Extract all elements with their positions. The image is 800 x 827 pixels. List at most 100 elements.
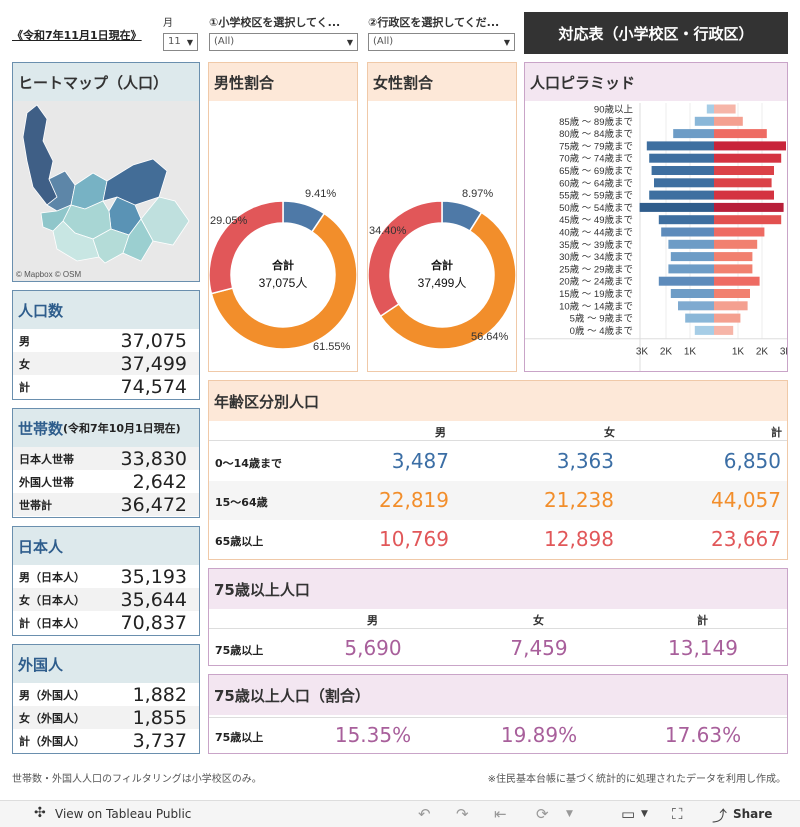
cell-value: 3,487 — [391, 449, 449, 473]
footer-note-left: 世帯数・外国人人口のフィルタリングは小学校区のみ。 — [12, 774, 262, 785]
cell-value: 3,363 — [556, 449, 614, 473]
pyramid-bar-male[interactable] — [685, 313, 714, 323]
pyramid-tick-label: 3K — [636, 347, 649, 358]
pyramid-bar-male[interactable] — [673, 129, 714, 139]
row-value: 36,472 — [120, 493, 187, 516]
donut-slice-2[interactable] — [210, 212, 358, 350]
pyramid-bar-male[interactable] — [706, 104, 714, 114]
row-value: 33,830 — [120, 447, 187, 470]
pyramid-category-label: 55歳 〜 59歳まで — [559, 190, 633, 202]
row-label: 女 — [19, 357, 30, 371]
population-panel: 人口数 男 37,075 女 37,499 計 74,574 — [12, 290, 200, 400]
pyramid-bar-male[interactable] — [654, 178, 714, 188]
pyramid-category-label: 5歳 〜 9歳まで — [570, 313, 633, 325]
chevron-down-icon[interactable]: ▼ — [566, 809, 573, 819]
pyramid-bar-male[interactable] — [651, 166, 714, 175]
school-select[interactable]: (All) ▼ — [209, 33, 358, 51]
pyramid-bar-female[interactable] — [714, 252, 753, 262]
pyramid-bar-male[interactable] — [649, 153, 714, 163]
pyramid-bar-female[interactable] — [714, 166, 774, 175]
row-value: 37,499 — [120, 352, 187, 375]
cell-value: 6,850 — [723, 449, 781, 473]
pyramid-bar-male[interactable] — [678, 301, 714, 311]
pyramid-bar-male[interactable] — [658, 215, 714, 225]
pyramid-bar-female[interactable] — [714, 301, 748, 311]
pyramid-bar-female[interactable] — [714, 202, 784, 212]
row-value: 35,193 — [120, 565, 187, 588]
pyramid-bar-female[interactable] — [714, 264, 753, 274]
pyramid-bar-male[interactable] — [668, 239, 714, 249]
donut-slice-3[interactable] — [208, 200, 284, 295]
age-table-title: 年齢区分別人口 — [209, 381, 787, 421]
comment-icon[interactable]: ▭ — [621, 805, 636, 823]
female-ratio-donut[interactable]: 合計 37,499人 8.97% 56.64% 34.40% — [367, 101, 517, 371]
pyramid-bar-female[interactable] — [714, 239, 758, 249]
revert-icon[interactable]: ⇤ — [494, 805, 507, 823]
correspondence-table-button[interactable]: 対応表（小学校区・行政区） — [524, 12, 788, 54]
row-label: 15〜64歳 — [215, 496, 268, 509]
donut-center-value: 37,499人 — [418, 276, 467, 290]
cell-value: 22,819 — [379, 488, 449, 512]
pyramid-bar-female[interactable] — [714, 289, 750, 298]
heatmap-map[interactable]: © Mapbox © OSM — [13, 101, 199, 281]
school-value: (All) — [214, 36, 235, 47]
pyramid-bar-male[interactable] — [670, 289, 714, 298]
donut-slice-2[interactable] — [379, 211, 517, 350]
pyramid-category-label: 35歳 〜 39歳まで — [559, 239, 633, 251]
pyramid-bar-male[interactable] — [694, 325, 714, 335]
ward-select[interactable]: (All) ▼ — [368, 33, 515, 51]
pyramid-bar-female[interactable] — [714, 153, 782, 163]
undo-icon[interactable]: ↶ — [418, 805, 431, 823]
fullscreen-icon[interactable]: ⛶ — [672, 805, 683, 823]
pyramid-bar-female[interactable] — [714, 116, 743, 126]
pyramid-bar-female[interactable] — [714, 227, 765, 237]
donut-slice-3[interactable] — [367, 200, 443, 318]
pyramid-bar-male[interactable] — [649, 190, 714, 200]
pyramid-bar-male[interactable] — [646, 141, 714, 151]
pyramid-bar-male[interactable] — [670, 252, 714, 262]
japanese-title: 日本人 — [13, 527, 199, 565]
pyramid-bar-male[interactable] — [661, 227, 714, 237]
pyramid-bar-male[interactable] — [658, 276, 714, 286]
pyramid-category-label: 0歳 〜 4歳まで — [570, 325, 633, 337]
pyramid-title: 人口ピラミッド — [525, 63, 787, 101]
donut-center-label: 合計 — [272, 258, 294, 272]
pyramid-bar-male[interactable] — [694, 116, 714, 126]
age-table-panel: 年齢区分別人口 男 女 計 0〜14歳まで 3,487 3,363 6,850 … — [208, 380, 788, 560]
donut-pct-label: 61.55% — [313, 341, 351, 353]
pyramid-tick-label: 1K — [684, 347, 697, 358]
pyramid-category-label: 40歳 〜 44歳まで — [559, 227, 633, 239]
view-on-tableau-link[interactable]: View on Tableau Public — [55, 807, 192, 821]
pyramid-bar-female[interactable] — [714, 215, 782, 225]
share-icon[interactable]: ⤴ — [712, 807, 728, 825]
foreign-panel: 外国人 男（外国人） 1,882 女（外国人） 1,855 計（外国人） 3,7… — [12, 644, 200, 754]
month-select[interactable]: 11 ▼ — [163, 33, 198, 51]
redo-icon[interactable]: ↷ — [456, 805, 469, 823]
share-button[interactable]: Share — [733, 807, 773, 821]
refresh-icon[interactable]: ⟳ — [536, 805, 549, 823]
row-label: 男（外国人） — [19, 688, 85, 702]
pyramid-bar-female[interactable] — [714, 190, 774, 200]
cell-value: 44,057 — [711, 488, 781, 512]
chevron-down-icon[interactable]: ▼ — [641, 809, 648, 819]
pyramid-bar-female[interactable] — [714, 325, 734, 335]
over75-panel: 75歳以上人口 男 女 計 75歳以上 5,690 7,459 13,149 — [208, 568, 788, 666]
pyramid-bar-male[interactable] — [639, 202, 714, 212]
pyramid-bar-female[interactable] — [714, 178, 772, 188]
month-label: 月 — [163, 18, 173, 29]
pyramid-category-label: 30歳 〜 34歳まで — [559, 251, 633, 263]
pyramid-bar-female[interactable] — [714, 141, 786, 151]
row-value: 2,642 — [132, 470, 187, 493]
pyramid-bar-female[interactable] — [714, 104, 736, 114]
population-row-total: 計 74,574 — [13, 375, 199, 398]
pyramid-bar-female[interactable] — [714, 313, 741, 323]
pyramid-bar-male[interactable] — [668, 264, 714, 274]
age-row-senior: 65歳以上 10,769 12,898 23,667 — [209, 520, 787, 559]
cell-value: 19.89% — [500, 723, 578, 747]
pyramid-bar-female[interactable] — [714, 276, 760, 286]
row-label: 男 — [19, 334, 30, 348]
row-label: 女（日本人） — [19, 593, 85, 607]
pyramid-bar-female[interactable] — [714, 129, 767, 139]
male-ratio-donut[interactable]: 合計 37,075人 9.41% 61.55% 29.05% — [208, 101, 358, 371]
